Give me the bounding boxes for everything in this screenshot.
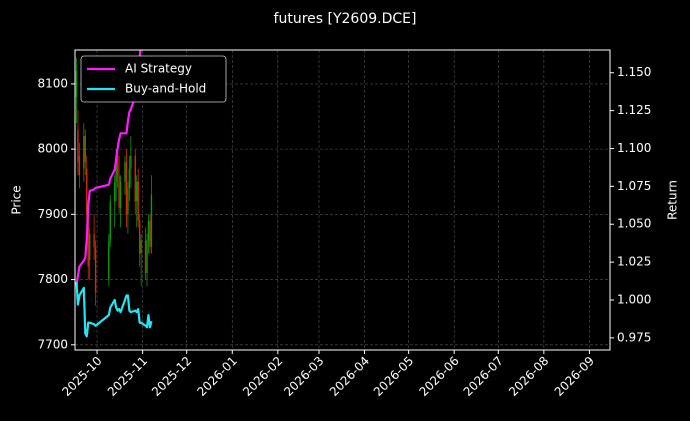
plot-frame <box>74 49 611 351</box>
candle-body <box>88 233 91 260</box>
x-tick-label: 2026-09 <box>552 354 597 399</box>
y2-tick-label: 1.050 <box>617 217 651 231</box>
candle-body <box>108 240 110 280</box>
candle-body <box>84 136 86 163</box>
candle-body <box>116 155 119 176</box>
candle-body <box>118 175 120 208</box>
y2-tick-label: 1.100 <box>617 141 651 155</box>
x-tick-label: 2026-03 <box>281 354 326 399</box>
y-tick-label: 8000 <box>37 142 68 156</box>
x-tick-label: 2025-12 <box>149 354 194 399</box>
x-tick-label: 2026-06 <box>416 354 461 399</box>
candle-body <box>124 162 126 182</box>
candle-body <box>119 181 122 208</box>
y-tick-label: 7700 <box>37 337 68 351</box>
y2-tick-label: 1.025 <box>617 255 651 269</box>
candle-body <box>149 220 151 247</box>
line-series <box>75 281 153 338</box>
x-tick-label: 2026-05 <box>371 354 416 399</box>
y2-tick-label: 1.000 <box>617 293 651 307</box>
candle-body <box>78 155 81 176</box>
candle-body <box>77 129 79 163</box>
chart-title: futures [Y2609.DCE] <box>274 11 417 27</box>
legend-box <box>80 55 227 103</box>
candle-body <box>127 188 129 215</box>
x-tick-label: 2026-08 <box>506 354 551 399</box>
candle-body <box>138 220 141 254</box>
candle-body <box>140 240 142 254</box>
candle-body <box>144 240 147 274</box>
candle-body <box>146 240 148 274</box>
x-tick-label: 2026-04 <box>327 354 372 399</box>
candle-body <box>87 214 89 267</box>
candle-body <box>109 201 111 241</box>
candle-body <box>128 168 131 189</box>
candle-body <box>75 70 78 97</box>
candle-body <box>113 181 116 202</box>
candle-body <box>134 155 136 202</box>
candle-body <box>150 194 153 247</box>
y-tick-label: 7800 <box>37 272 68 286</box>
candle-body <box>136 181 138 202</box>
y2-axis-label: Return <box>666 180 680 220</box>
y2-tick-label: 1.075 <box>617 179 651 193</box>
legend-label: AI Strategy <box>125 62 192 76</box>
candle-body <box>93 233 95 247</box>
y-tick-label: 8100 <box>37 76 68 90</box>
y2-tick-label: 0.975 <box>617 330 651 344</box>
x-tick-label: 2025-10 <box>59 354 104 399</box>
plot-area <box>75 50 153 338</box>
y-tick-label: 7900 <box>37 207 68 221</box>
y2-tick-label: 1.150 <box>617 65 651 79</box>
candle-body <box>137 181 139 221</box>
candle-body <box>83 136 85 169</box>
candle-body <box>147 220 150 241</box>
y2-tick-label: 1.125 <box>617 103 651 117</box>
legend-label: Buy-and-Hold <box>125 82 206 96</box>
candle-body <box>86 168 88 215</box>
candle-body <box>130 155 132 169</box>
candle-body <box>115 155 117 182</box>
x-tick-label: 2026-02 <box>240 354 285 399</box>
candle-body <box>94 246 97 293</box>
line-series <box>75 50 142 286</box>
x-tick-label: 2026-07 <box>461 354 506 399</box>
x-tick-label: 2026-01 <box>195 354 240 399</box>
x-tick-label: 2025-11 <box>105 354 150 399</box>
candle-body <box>125 162 128 215</box>
y-axis-label: Price <box>10 185 24 214</box>
